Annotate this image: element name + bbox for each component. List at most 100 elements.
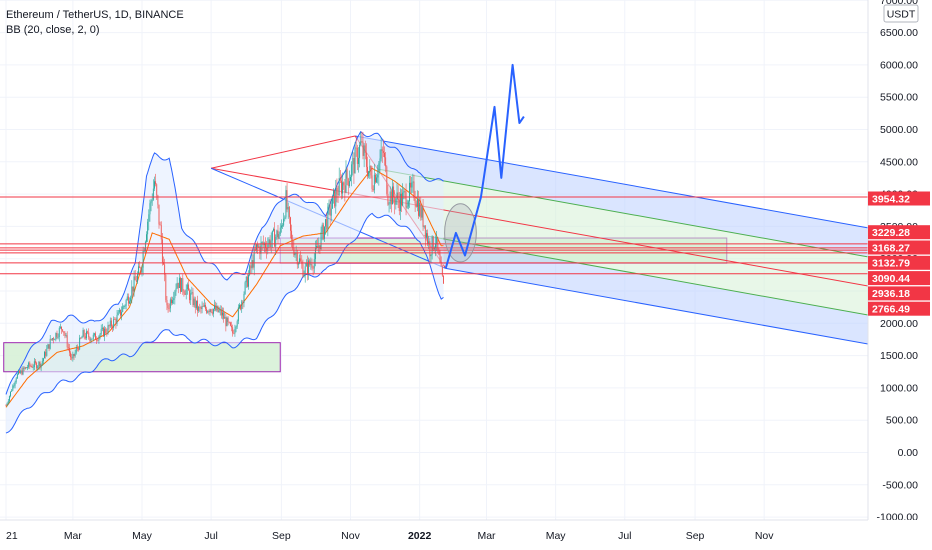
candle-body [15, 378, 17, 382]
candle-body [320, 232, 322, 250]
candle-body [110, 320, 112, 327]
candle-body [407, 201, 409, 207]
candle-body [218, 310, 220, 312]
candle-body [403, 191, 405, 193]
candle-body [235, 326, 237, 329]
chart-legend: Ethereum / TetherUS, 1D, BINANCE BB (20,… [6, 8, 184, 38]
candle-body [224, 316, 226, 319]
candle-body [311, 264, 313, 268]
candle-body [419, 202, 421, 216]
pitchfork-handle-upper[interactable] [211, 135, 356, 169]
price-axis[interactable]: USDT -1000.00-500.000.00500.001000.00150… [867, 0, 932, 524]
candle-body [150, 201, 152, 204]
candle-body [7, 400, 9, 404]
price-level-tag[interactable] [868, 301, 930, 316]
y-tick-label: -500.00 [882, 479, 918, 491]
candle-body [348, 181, 350, 186]
time-axis[interactable]: 21 Mar May Jul Sep Nov 2022 Mar May Jul Sep Nov [0, 519, 932, 550]
pitchfork-inner-upper-line[interactable] [377, 168, 868, 258]
candle-body [177, 282, 179, 288]
plot-area[interactable] [0, 63, 868, 434]
candle-body [361, 141, 363, 143]
candle-body [205, 305, 206, 309]
candle-body [341, 180, 342, 194]
candle-body [219, 309, 221, 311]
candle-body [98, 336, 100, 341]
candle-body [33, 361, 35, 368]
pitchfork-median-line[interactable] [211, 167, 868, 287]
candle-body [155, 181, 157, 185]
candle-body [274, 228, 276, 247]
candle-body [269, 239, 271, 248]
candle-body [21, 370, 23, 375]
candle-body [212, 308, 214, 314]
candle-body [397, 192, 399, 200]
candle-body [76, 348, 78, 349]
price-level-tag-label: 3229.28 [872, 227, 910, 239]
candle-body [23, 367, 25, 369]
price-level-tag[interactable] [868, 271, 930, 286]
candle-body [229, 322, 231, 326]
projection-path[interactable] [444, 63, 525, 269]
candle-body [37, 366, 39, 369]
candle-body [108, 325, 110, 327]
candle-body [294, 253, 296, 256]
pitchfork-lower-line[interactable] [445, 267, 868, 345]
candle-body [114, 319, 116, 320]
candle-body [339, 177, 341, 181]
candle-body [322, 224, 324, 239]
candle-body [214, 305, 215, 309]
candle-body [440, 262, 442, 267]
candle-body [216, 305, 218, 311]
candle-body [373, 174, 375, 191]
price-level-tag[interactable] [868, 286, 930, 301]
price-level-tag[interactable] [868, 191, 930, 206]
candle-body [433, 247, 435, 250]
pitchfork-inner-lower-line[interactable] [422, 234, 868, 316]
candle-body [88, 332, 90, 338]
candle-body [227, 317, 229, 322]
x-tick-label: Sep [686, 530, 705, 542]
price-level-tag[interactable] [868, 255, 930, 270]
candle-body [428, 241, 430, 244]
candle-body [435, 243, 436, 248]
candle-body [92, 334, 94, 339]
candle-body [441, 266, 443, 276]
candle-body [160, 225, 162, 240]
candle-body [344, 185, 346, 193]
y-tick-label: 5500.00 [880, 92, 918, 104]
price-level-tag-label: 3954.32 [872, 193, 910, 205]
candle-body [16, 374, 18, 379]
bollinger-lower-band[interactable] [5, 212, 444, 434]
candle-body [120, 309, 121, 316]
candle-body [14, 381, 16, 386]
candle-body [132, 286, 134, 292]
pitchfork-upper-line[interactable] [354, 135, 868, 229]
candle-body [231, 325, 232, 328]
candle-body [256, 244, 257, 250]
candle-body [63, 331, 65, 333]
candle-body [326, 219, 328, 230]
candle-body [395, 198, 397, 205]
bollinger-upper-band[interactable] [5, 130, 444, 395]
currency-button[interactable] [883, 4, 919, 23]
candle-body [413, 181, 415, 199]
candle-body [265, 243, 266, 248]
candle-body [159, 224, 161, 226]
candle-body [178, 277, 180, 288]
candle-body [291, 230, 293, 240]
candle-body [365, 152, 367, 167]
candle-body [200, 307, 202, 309]
candle-body [318, 245, 320, 248]
y-tick-label: 1500.00 [880, 350, 918, 362]
candle-body [402, 192, 404, 206]
price-level-tag[interactable] [868, 225, 930, 240]
candle-body [388, 203, 390, 205]
x-tick-label: 21 [6, 530, 18, 542]
candle-body [59, 326, 61, 328]
price-level-tag[interactable] [868, 240, 930, 255]
candle-body [377, 174, 379, 178]
candle-body [70, 352, 72, 358]
candle-body [226, 317, 228, 327]
